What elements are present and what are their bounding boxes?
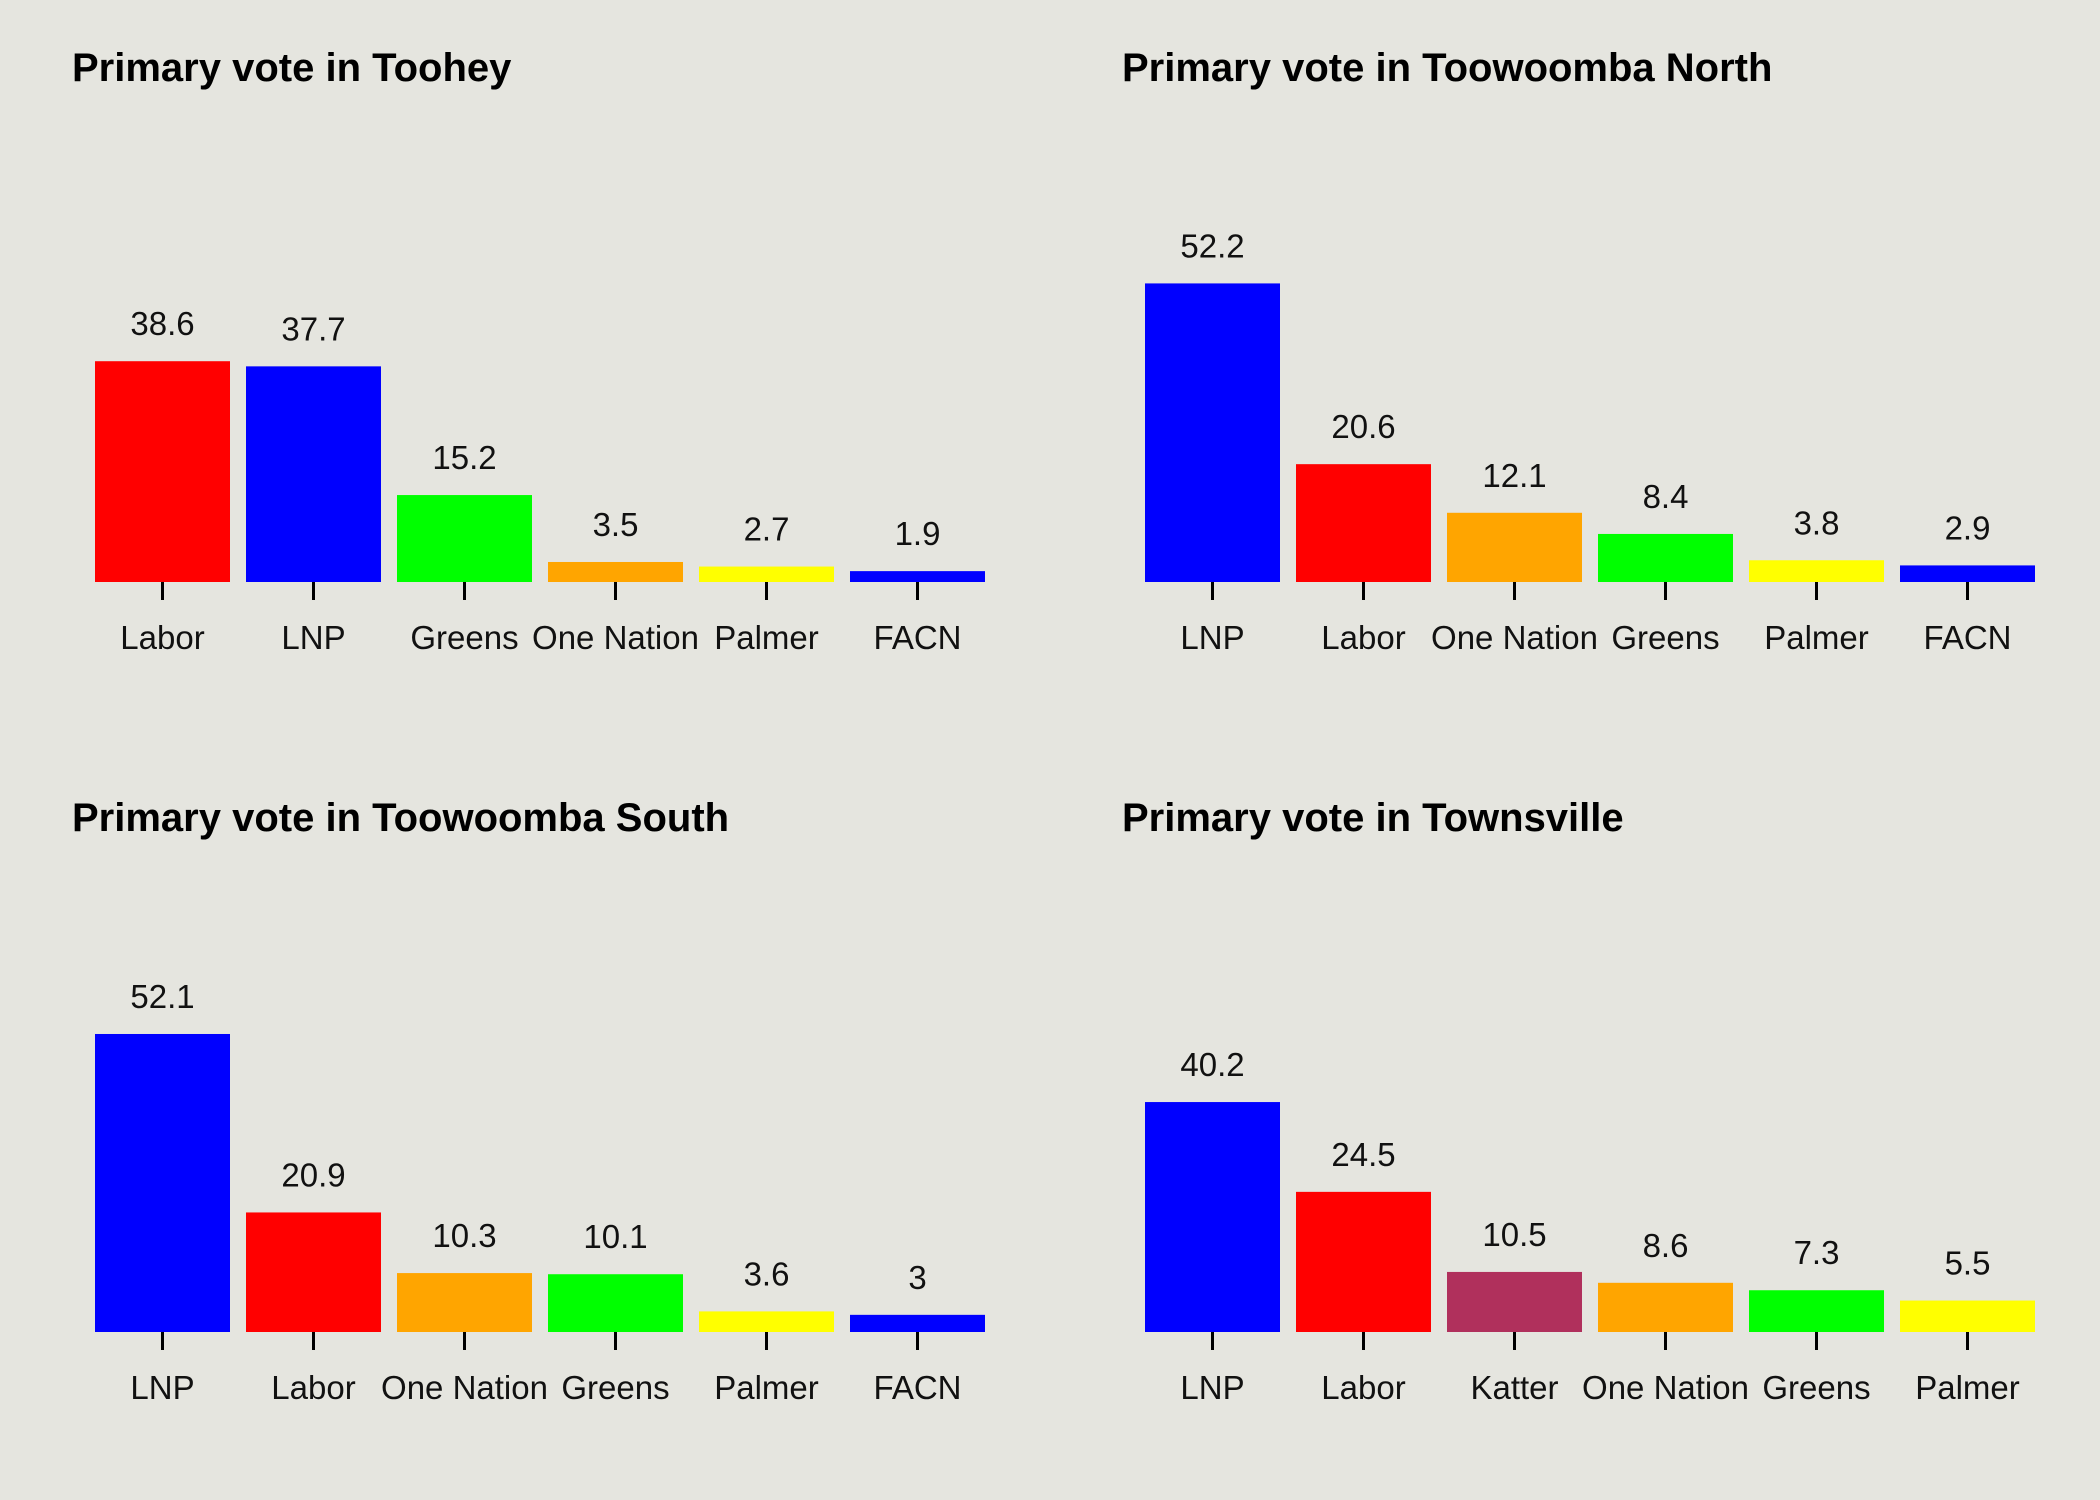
data-label: 10.1 <box>583 1218 647 1255</box>
data-label: 52.2 <box>1180 227 1244 264</box>
data-label: 2.9 <box>1945 509 1991 546</box>
data-label: 37.7 <box>281 310 345 347</box>
x-tick-label: One Nation <box>1431 619 1598 656</box>
chart-title: Primary vote in Toowoomba South <box>72 796 729 840</box>
x-tick-label: Greens <box>561 1369 669 1406</box>
data-label: 20.9 <box>281 1156 345 1193</box>
data-label: 7.3 <box>1794 1234 1840 1271</box>
bar-one-nation <box>397 1273 532 1332</box>
x-tick-label: FACN <box>873 619 961 656</box>
bar-palmer <box>699 1311 834 1332</box>
data-label: 10.3 <box>432 1217 496 1254</box>
bar-lnp <box>1145 1102 1280 1332</box>
bar-labor <box>246 1212 381 1332</box>
bar-greens <box>397 495 532 582</box>
x-tick-label: Greens <box>1762 1369 1870 1406</box>
bar-one-nation <box>1447 512 1582 582</box>
x-tick-label: One Nation <box>532 619 699 656</box>
bar-lnp <box>95 1033 230 1332</box>
x-tick-label: Palmer <box>714 619 819 656</box>
x-tick-label: Labor <box>120 619 204 656</box>
chart-townsville: Primary vote in Townsville 40.2 LNP 24.5 Lab… <box>1122 796 2035 1406</box>
data-label: 3.8 <box>1794 504 1840 541</box>
x-tick-label: FACN <box>1923 619 2011 656</box>
x-tick-label: Katter <box>1470 1369 1558 1406</box>
bar-one-nation <box>1598 1282 1733 1332</box>
chart-title: Primary vote in Townsville <box>1122 796 1624 840</box>
bar-katter <box>1447 1271 1582 1332</box>
x-tick-label: LNP <box>1180 619 1244 656</box>
data-label: 3 <box>908 1259 926 1296</box>
data-label: 8.4 <box>1643 478 1689 515</box>
x-tick-label: One Nation <box>1582 1369 1749 1406</box>
chart-title: Primary vote in Toohey <box>72 46 512 90</box>
data-label: 3.5 <box>593 506 639 543</box>
data-label: 10.5 <box>1482 1216 1546 1253</box>
bar-facn <box>850 571 985 582</box>
chart-toowoomba-north: Primary vote in Toowoomba North 52.2 LNP 20… <box>1122 46 2035 656</box>
bar-one-nation <box>548 561 683 582</box>
x-tick-label: LNP <box>281 619 345 656</box>
bar-lnp <box>1145 283 1280 582</box>
data-label: 1.9 <box>895 515 941 552</box>
x-tick-label: LNP <box>130 1369 194 1406</box>
data-label: 40.2 <box>1180 1046 1244 1083</box>
bar-labor <box>1296 1191 1431 1332</box>
data-label: 2.7 <box>744 511 790 548</box>
data-label: 3.6 <box>744 1255 790 1292</box>
x-tick-label: Palmer <box>1764 619 1869 656</box>
data-label: 8.6 <box>1643 1227 1689 1264</box>
data-label: 38.6 <box>130 305 194 342</box>
x-tick-label: One Nation <box>381 1369 548 1406</box>
x-tick-label: LNP <box>1180 1369 1244 1406</box>
bar-palmer <box>699 566 834 582</box>
x-tick-label: Labor <box>271 1369 355 1406</box>
bar-palmer <box>1749 560 1884 582</box>
data-label: 15.2 <box>432 439 496 476</box>
bar-lnp <box>246 366 381 582</box>
data-label: 24.5 <box>1331 1136 1395 1173</box>
bar-greens <box>1749 1290 1884 1332</box>
chart-toohey: Primary vote in Toohey 38.6 Labor 37.7 LNP 15… <box>72 46 985 656</box>
x-tick-label: FACN <box>873 1369 961 1406</box>
x-tick-label: Palmer <box>714 1369 819 1406</box>
bar-greens <box>548 1274 683 1332</box>
x-tick-label: Palmer <box>1915 1369 2020 1406</box>
bar-labor <box>95 361 230 582</box>
bar-greens <box>1598 533 1733 582</box>
bar-facn <box>850 1314 985 1332</box>
data-label: 5.5 <box>1945 1245 1991 1282</box>
data-label: 52.1 <box>130 978 194 1015</box>
x-tick-label: Labor <box>1321 1369 1405 1406</box>
data-label: 20.6 <box>1331 408 1395 445</box>
data-label: 12.1 <box>1482 457 1546 494</box>
x-tick-label: Greens <box>410 619 518 656</box>
bar-facn <box>1900 565 2035 582</box>
x-tick-label: Labor <box>1321 619 1405 656</box>
bar-labor <box>1296 464 1431 582</box>
chart-title: Primary vote in Toowoomba North <box>1122 46 1772 90</box>
x-tick-label: Greens <box>1611 619 1719 656</box>
chart-toowoomba-south: Primary vote in Toowoomba South 52.1 LNP 20… <box>72 796 985 1406</box>
bar-palmer <box>1900 1300 2035 1332</box>
